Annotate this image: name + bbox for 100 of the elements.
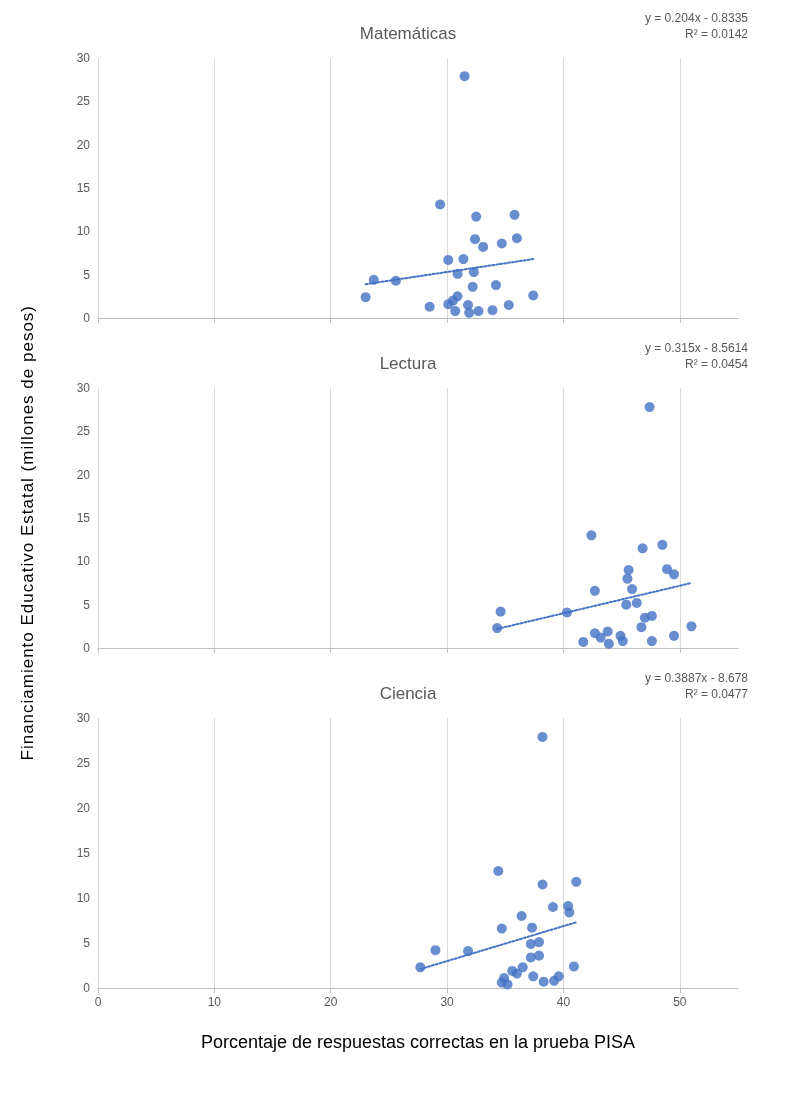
point [595,632,606,643]
point [496,238,507,249]
point [424,301,435,312]
y-tick-label: 15 [76,181,91,195]
text: y = 0.204x - 0.8335 [644,11,749,25]
x-tick-label: 30 [440,995,455,1009]
point [435,199,446,210]
y-tick-label: 0 [83,641,91,655]
y-tick-label: 10 [76,224,91,239]
point [631,597,642,608]
point [495,606,506,617]
point [603,638,614,649]
y-axis-title: Financiamiento Educativo Estatal (millones de pesos) [18,305,38,761]
point [657,539,668,550]
point [564,907,575,918]
point [617,636,628,647]
point [450,306,461,317]
point [516,911,527,921]
text: R² = 0.0477 [684,687,749,701]
point [502,979,513,990]
point [511,968,522,979]
point [468,267,479,278]
point [537,879,548,890]
point [623,565,634,575]
point [553,971,564,982]
y-tick-label: 25 [76,756,91,770]
point [496,923,507,934]
y-tick-label: 30 [76,381,91,395]
point [589,585,600,596]
point [459,71,470,82]
point [568,961,579,972]
point [503,300,514,310]
y-tick-label: 0 [83,311,91,325]
point [646,610,657,621]
x-tick-label: 50 [673,995,687,1009]
x-tick-label: 0 [94,995,102,1009]
x-axis-title: Porcentaje de respuestas correctas en la prueba PISA [200,1032,636,1052]
y-tick-label: 30 [76,51,91,65]
point [478,241,489,252]
point [686,621,697,632]
point [534,950,545,961]
point [443,254,454,265]
chart-title: Ciencia [379,684,437,703]
x-tick-label: 10 [207,995,222,1009]
point [547,902,558,912]
point [458,254,469,265]
point [430,945,441,956]
point [586,530,597,541]
point [662,564,673,575]
x-tick-label: 40 [556,995,571,1009]
point [525,938,536,949]
chart-title: Lectura [379,354,437,373]
point [571,876,582,887]
text: y = 0.3887x - 8.678 [644,671,749,685]
point [509,209,520,220]
point [360,292,371,303]
point [537,731,548,742]
point [578,636,589,647]
point [621,599,632,610]
y-tick-label: 25 [76,94,91,109]
point [517,962,528,973]
point [627,584,638,595]
y-tick-label: 10 [76,891,91,905]
point [493,866,504,876]
text: y = 0.315x - 8.5614 [644,341,749,355]
point [528,290,539,301]
point [644,402,655,413]
point [473,306,484,317]
point [669,569,679,580]
y-tick-label: 0 [83,981,91,995]
point [447,295,458,306]
point [646,636,657,647]
point [669,630,679,641]
y-tick-label: 20 [76,801,91,815]
point [470,234,481,245]
y-tick-label: 5 [83,597,91,612]
chart-title: Matemáticas [359,24,457,43]
y-tick-label: 30 [76,711,91,725]
y-tick-label: 15 [76,511,91,525]
point [490,280,501,291]
y-tick-label: 15 [76,846,91,860]
point [637,543,648,554]
point [464,307,475,318]
x-tick-label: 20 [324,995,338,1009]
text: R² = 0.0142 [684,27,749,41]
y-tick-label: 20 [76,467,91,482]
text: R² = 0.0454 [684,357,749,371]
y-tick-label: 25 [76,424,91,439]
point [534,937,545,948]
y-tick-label: 5 [83,936,91,950]
point [487,305,498,316]
y-tick-label: 10 [76,554,91,569]
point [528,971,539,982]
point [527,922,538,933]
point [622,573,633,584]
y-tick-label: 5 [83,267,91,282]
point [511,233,522,244]
point [471,211,482,222]
point [538,976,549,987]
point [602,626,613,637]
